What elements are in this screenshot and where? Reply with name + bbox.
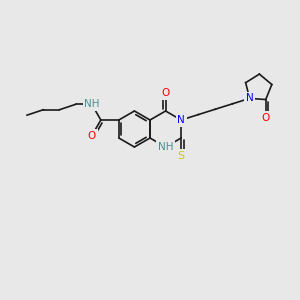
Text: NH: NH bbox=[158, 142, 173, 152]
Text: NH: NH bbox=[84, 99, 100, 109]
Text: S: S bbox=[178, 151, 185, 161]
Text: O: O bbox=[88, 130, 96, 141]
Text: N: N bbox=[177, 115, 185, 125]
Text: O: O bbox=[262, 112, 270, 122]
Text: O: O bbox=[161, 88, 170, 98]
Text: N: N bbox=[246, 93, 254, 103]
